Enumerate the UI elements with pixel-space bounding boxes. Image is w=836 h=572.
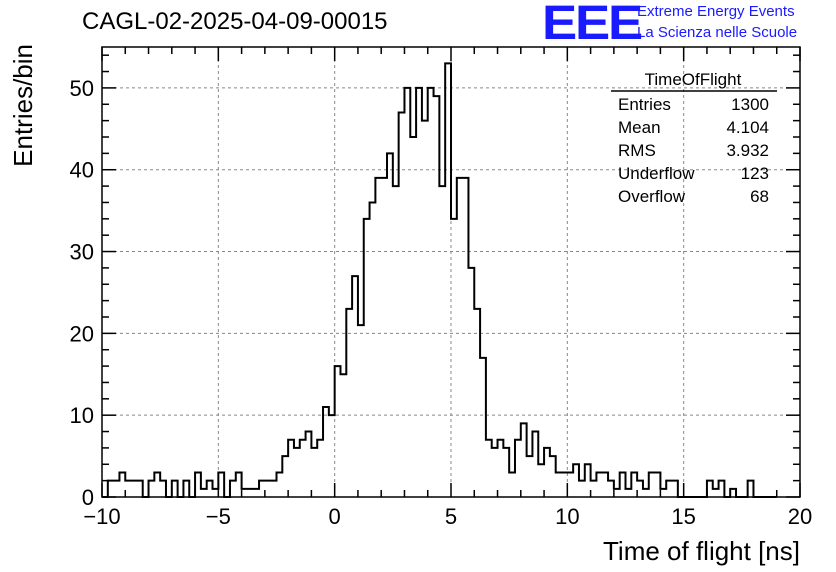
axis-ticks [101, 47, 801, 498]
y-axis-label: Entries/bin [8, 44, 38, 167]
x-axis-label: Time of flight [ns] [603, 536, 800, 566]
x-tick-label: 0 [329, 504, 341, 529]
stats-value: 4.104 [726, 118, 769, 137]
stats-label: Underflow [618, 164, 695, 183]
stats-box-title: TimeOfFlight [645, 70, 742, 89]
stats-label: Entries [618, 95, 671, 114]
stats-value: 68 [750, 187, 769, 206]
stats-value: 1300 [731, 95, 769, 114]
histogram-series [102, 62, 777, 498]
eee-logo: EEE [542, 0, 643, 50]
stats-label: Mean [618, 118, 661, 137]
y-tick-label: 30 [70, 240, 94, 265]
y-tick-label: 40 [70, 158, 94, 183]
y-tick-label: 10 [70, 403, 94, 428]
x-tick-label: 20 [788, 504, 812, 529]
x-tick-labels: −10 −5 0 5 10 15 20 [83, 504, 812, 529]
x-tick-label: 10 [555, 504, 579, 529]
x-tick-label: −5 [206, 504, 231, 529]
x-tick-label: 15 [671, 504, 695, 529]
y-tick-label: 50 [70, 76, 94, 101]
stats-label: RMS [618, 141, 656, 160]
run-title: CAGL-02-2025-04-09-00015 [82, 8, 388, 35]
x-tick-label: −10 [83, 504, 120, 529]
stats-box: TimeOfFlight Entries 1300 Mean 4.104 RMS 3.93… [611, 70, 777, 206]
logo-subtitle-1: Extreme Energy Events [637, 3, 795, 20]
y-tick-labels: 0 10 20 30 40 50 [70, 76, 94, 510]
stats-value: 123 [741, 164, 769, 183]
y-tick-label: 20 [70, 321, 94, 346]
logo-subtitle-2: La Scienza nelle Scuole [637, 24, 798, 41]
y-tick-label: 0 [82, 485, 94, 510]
stats-value: 3.932 [726, 141, 769, 160]
stats-label: Overflow [618, 187, 686, 206]
x-tick-label: 5 [445, 504, 457, 529]
